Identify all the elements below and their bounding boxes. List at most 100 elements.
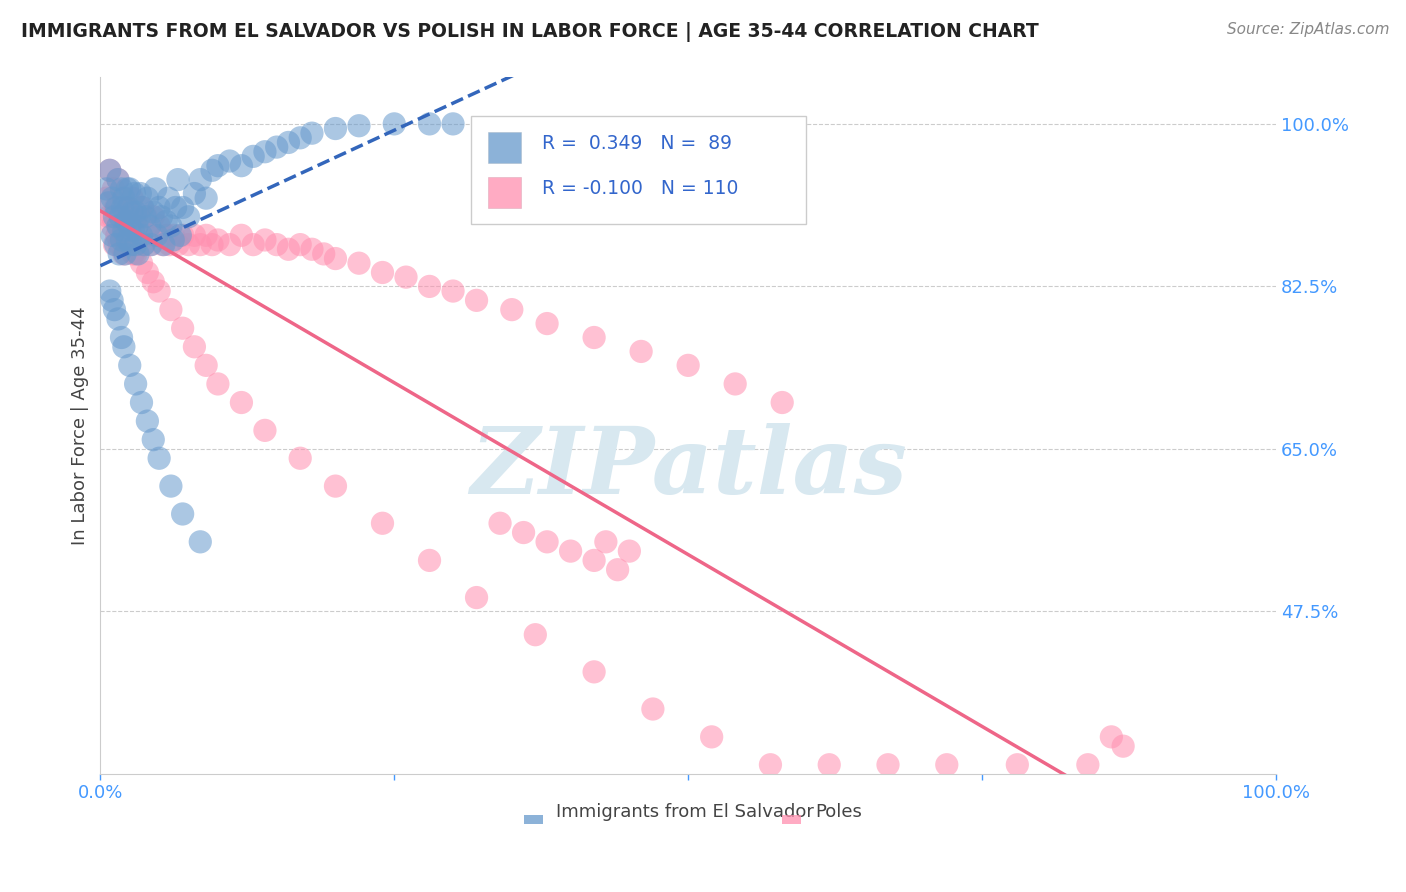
Point bbox=[117, 182, 139, 196]
Point bbox=[195, 191, 218, 205]
Point bbox=[155, 214, 177, 228]
Point bbox=[201, 237, 224, 252]
Text: IMMIGRANTS FROM EL SALVADOR VS POLISH IN LABOR FORCE | AGE 35-44 CORRELATION CHA: IMMIGRANTS FROM EL SALVADOR VS POLISH IN… bbox=[21, 22, 1039, 42]
Text: R =  0.349   N =  89: R = 0.349 N = 89 bbox=[543, 134, 733, 153]
Text: R = -0.100   N = 110: R = -0.100 N = 110 bbox=[543, 179, 738, 198]
Point bbox=[630, 344, 652, 359]
Point bbox=[118, 210, 141, 224]
Text: Immigrants from El Salvador: Immigrants from El Salvador bbox=[557, 803, 814, 821]
Point bbox=[501, 302, 523, 317]
Point bbox=[441, 284, 464, 298]
Point bbox=[145, 182, 167, 196]
Point bbox=[700, 730, 723, 744]
Bar bbox=[523, 815, 543, 824]
Point bbox=[131, 395, 153, 409]
Point bbox=[118, 237, 141, 252]
Point bbox=[115, 214, 138, 228]
Point bbox=[148, 451, 170, 466]
Point bbox=[110, 228, 132, 243]
Point bbox=[195, 228, 218, 243]
Point bbox=[146, 228, 169, 243]
Point bbox=[159, 237, 181, 252]
Point bbox=[121, 205, 143, 219]
Point bbox=[935, 757, 957, 772]
Point bbox=[172, 228, 194, 243]
Point bbox=[619, 544, 641, 558]
Point bbox=[253, 145, 276, 159]
Point bbox=[347, 119, 370, 133]
Point bbox=[183, 340, 205, 354]
Point bbox=[172, 507, 194, 521]
Point bbox=[142, 275, 165, 289]
Point bbox=[136, 414, 159, 428]
Point bbox=[207, 233, 229, 247]
Point bbox=[231, 395, 253, 409]
Point bbox=[105, 201, 128, 215]
Point bbox=[124, 376, 146, 391]
Point bbox=[231, 228, 253, 243]
Point bbox=[325, 252, 347, 266]
Point bbox=[107, 219, 129, 233]
Point bbox=[142, 433, 165, 447]
Point bbox=[97, 210, 120, 224]
Point bbox=[153, 237, 176, 252]
Point bbox=[150, 210, 173, 224]
Point bbox=[183, 186, 205, 201]
Point bbox=[155, 228, 177, 243]
Point bbox=[395, 270, 418, 285]
Point bbox=[103, 302, 125, 317]
Point bbox=[157, 191, 180, 205]
Point bbox=[114, 219, 136, 233]
Point bbox=[169, 228, 191, 243]
Point bbox=[103, 210, 125, 224]
Point bbox=[136, 191, 159, 205]
Point bbox=[139, 237, 162, 252]
Text: Source: ZipAtlas.com: Source: ZipAtlas.com bbox=[1226, 22, 1389, 37]
Point bbox=[142, 210, 165, 224]
Point bbox=[371, 265, 394, 279]
Point bbox=[131, 201, 153, 215]
Point bbox=[110, 210, 132, 224]
Point bbox=[101, 219, 124, 233]
Point bbox=[145, 228, 167, 243]
Point bbox=[536, 317, 558, 331]
Point bbox=[877, 757, 900, 772]
Point bbox=[125, 210, 148, 224]
Text: Poles: Poles bbox=[815, 803, 862, 821]
Point bbox=[112, 228, 135, 243]
FancyBboxPatch shape bbox=[471, 116, 806, 224]
Point bbox=[188, 237, 211, 252]
Point bbox=[277, 242, 299, 256]
Point bbox=[162, 233, 184, 247]
Point bbox=[465, 591, 488, 605]
Point bbox=[97, 195, 120, 210]
Point bbox=[98, 284, 121, 298]
Point bbox=[124, 247, 146, 261]
Point bbox=[131, 256, 153, 270]
Point bbox=[128, 228, 150, 243]
Point bbox=[107, 219, 129, 233]
Bar bbox=[488, 178, 522, 208]
Point bbox=[132, 237, 155, 252]
Point bbox=[266, 237, 288, 252]
Point bbox=[120, 228, 142, 243]
Point bbox=[98, 163, 121, 178]
Point bbox=[148, 219, 170, 233]
Point bbox=[724, 376, 747, 391]
Point bbox=[127, 247, 149, 261]
Point bbox=[347, 256, 370, 270]
Point bbox=[201, 163, 224, 178]
Point bbox=[132, 237, 155, 252]
Point bbox=[195, 359, 218, 373]
Point bbox=[96, 191, 118, 205]
Point bbox=[96, 182, 118, 196]
Point bbox=[818, 757, 841, 772]
Point bbox=[111, 191, 134, 205]
Point bbox=[172, 321, 194, 335]
Point bbox=[641, 702, 664, 716]
Point bbox=[142, 205, 165, 219]
Point bbox=[107, 172, 129, 186]
Point bbox=[124, 186, 146, 201]
Point bbox=[301, 242, 323, 256]
Point bbox=[121, 191, 143, 205]
